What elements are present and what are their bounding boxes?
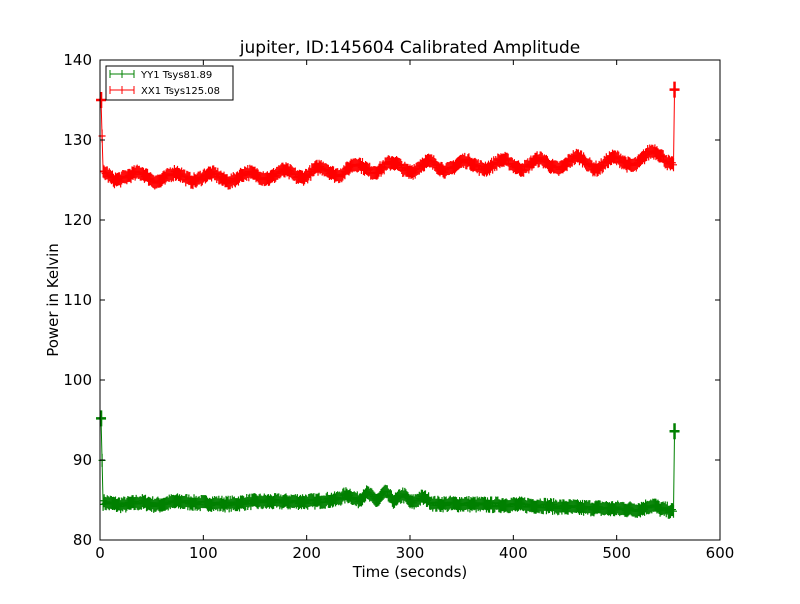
plot-area [96, 81, 680, 519]
axis-ticks: 0 100 200 300 400 500 600 80 90 100 110 120 130 140 [63, 51, 734, 562]
legend-marker-xx1 [109, 86, 135, 94]
x-tick-label: 300 [396, 544, 425, 562]
series-1 [96, 81, 680, 190]
legend-label-xx1: XX1 Tsys125.08 [141, 86, 220, 97]
axes-frame [99, 59, 721, 541]
legend-box [105, 65, 234, 101]
legend: YY1 Tsys81.89 XX1 Tsys125.08 [105, 65, 234, 101]
x-tick-label: 0 [95, 544, 105, 562]
x-tick-label: 600 [706, 544, 735, 562]
y-tick-label: 80 [73, 531, 92, 549]
y-tick-label: 90 [73, 451, 92, 469]
x-tick-label: 400 [499, 544, 528, 562]
x-tick-label: 100 [189, 544, 218, 562]
x-tick-label: 200 [292, 544, 321, 562]
y-tick-label: 120 [63, 211, 92, 229]
y-axis-label: Power in Kelvin [44, 243, 62, 357]
data-point [96, 410, 107, 427]
data-point [669, 81, 680, 98]
data-point [670, 504, 677, 518]
x-tick-label: 500 [602, 544, 631, 562]
data-point [668, 156, 676, 170]
data-point [96, 92, 107, 108]
legend-label-yy1: YY1 Tsys81.89 [140, 70, 212, 81]
y-tick-label: 140 [63, 51, 92, 69]
data-point [668, 503, 676, 517]
x-axis-label: Time (seconds) [352, 563, 468, 581]
y-tick-label: 100 [63, 371, 92, 389]
data-point [670, 158, 677, 172]
chart-title: jupiter, ID:145604 Calibrated Amplitude [239, 38, 580, 58]
y-tick-label: 110 [63, 291, 92, 309]
series-0 [96, 410, 680, 519]
y-tick-label: 130 [63, 131, 92, 149]
legend-marker-yy1 [109, 70, 135, 78]
data-point [669, 423, 680, 440]
